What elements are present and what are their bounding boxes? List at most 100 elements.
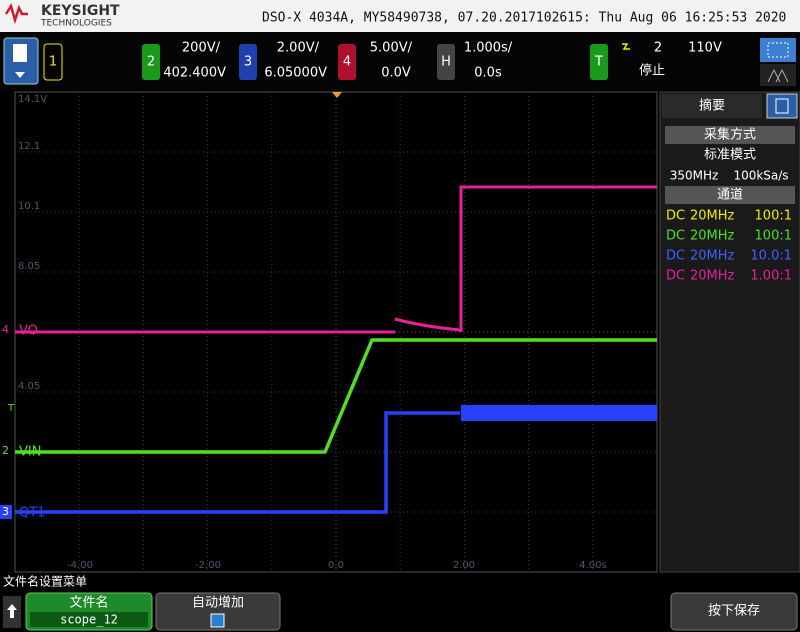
coupling: DC [666, 229, 685, 244]
horizontal-delay: 0.0s [474, 66, 502, 81]
channel-offset: 0.0V [381, 66, 411, 81]
softkey-autoincrement[interactable]: 自动增加 [155, 592, 281, 631]
probe: 100:1 [755, 209, 792, 224]
channel-number: 3 [244, 55, 252, 70]
run-status: 停止 [639, 63, 665, 79]
trigger[interactable]: T 2 110V 停止 [590, 41, 722, 81]
trigger-level: 110V [688, 41, 722, 56]
bw-limit: 20MHz [690, 269, 735, 284]
channel-scale: 2.00V/ [277, 41, 320, 56]
softkey-bg [155, 592, 281, 631]
horizontal[interactable]: H 1.000s/ 0.0s [437, 41, 513, 81]
channel-marker-bg [0, 505, 12, 519]
channel-number: 4 [343, 55, 351, 70]
menu-title: 文件名设置菜单 [3, 574, 87, 589]
trigger-box [590, 44, 608, 80]
trace-qt1 [15, 411, 460, 514]
softkey-value: scope_12 [60, 613, 118, 627]
bandwidth: 350MHz [670, 169, 719, 183]
section-title: 采集方式 [704, 127, 756, 143]
softkey-save[interactable]: 按下保存 [670, 592, 798, 631]
brand: KEYSIGHT [41, 3, 120, 19]
coupling: DC [666, 209, 685, 224]
coupling: DC [666, 269, 685, 284]
channel-scale: 5.00V/ [370, 41, 413, 56]
trigger-label: T [594, 55, 603, 70]
brand-sub: TECHNOLOGIES [40, 19, 112, 29]
header-bar [0, 0, 800, 32]
side-panel [659, 91, 800, 573]
zoom-icon [767, 42, 789, 58]
panel-icon [775, 98, 789, 114]
y-axis-label: 14.1V [18, 94, 47, 105]
toolbar [0, 32, 800, 90]
channel-box [43, 43, 63, 81]
zoom-button [760, 38, 796, 62]
y-axis-label: 12.1 [18, 141, 40, 152]
channel-offset: 402.400V [163, 66, 226, 81]
x-axis-label: -4.00 [67, 560, 93, 571]
checkbox [210, 613, 225, 628]
time-reference-marker [332, 92, 342, 98]
horizontal-box [437, 44, 455, 80]
channel-offset: 6.05000V [264, 66, 327, 81]
softkey-label: 按下保存 [708, 604, 760, 619]
x-axis-label: 4.00s [579, 560, 606, 571]
softkey-value-bg [30, 612, 148, 627]
softkey-bg [670, 592, 798, 631]
trace-vin [15, 338, 657, 454]
x-axis-label: 2.00 [453, 560, 475, 571]
x-axis-label: -2.00 [195, 560, 221, 571]
x-axis-label: 0.0 [328, 560, 344, 571]
panel-icon-button[interactable] [766, 93, 798, 119]
channel-marker: 2 [2, 444, 9, 457]
zoom-buttons[interactable] [760, 38, 796, 86]
channel-settings: DC 20MHz 100:1 DC 20MHz 100:1 DC 20MHz 1… [666, 209, 792, 284]
horizontal-label: H [441, 55, 451, 70]
measure-button [760, 64, 796, 86]
softkey-label: 文件名 [69, 595, 108, 611]
trace-label: VIN [19, 445, 41, 460]
trace-vo [15, 185, 657, 334]
bw-limit: 20MHz [690, 229, 735, 244]
menu-button[interactable] [3, 37, 39, 85]
bw-limit: 20MHz [690, 249, 735, 264]
probe: 10.0:1 [750, 249, 792, 264]
trigger-source: 2 [654, 41, 662, 56]
channel-3[interactable]: 3 2.00V/ 6.05000V [239, 41, 327, 81]
bw-limit: 20MHz [690, 209, 735, 224]
logo-mark [4, 2, 28, 25]
panel-tab[interactable] [662, 94, 762, 118]
channel-2[interactable]: 2 200V/ 402.400V [142, 41, 226, 81]
probe: 1.00:1 [750, 269, 792, 284]
y-axis-label: 10.1 [18, 201, 40, 212]
channel-marker: 4 [2, 323, 9, 336]
header-title: DSO-X 4034A, MY58490738, 07.20.201710261… [262, 11, 786, 26]
section-title: 通道 [717, 188, 743, 203]
y-axis-label: 4.05 [18, 381, 40, 392]
acq-mode: 标准模式 [704, 148, 756, 163]
panel-tab-label: 摘要 [699, 98, 725, 114]
menu-arrow [15, 72, 25, 78]
channel-box [338, 44, 356, 80]
channel-number: 1 [49, 55, 57, 70]
coupling: DC [666, 249, 685, 264]
channel-4[interactable]: 4 5.00V/ 0.0V [338, 41, 413, 81]
channel-box [239, 44, 257, 80]
measure-icon [767, 68, 789, 83]
softkey-filename[interactable]: 文件名 scope_12 [25, 592, 153, 631]
trigger-edge-icon [622, 43, 630, 50]
channel-number: 2 [147, 55, 155, 70]
channel-1[interactable]: 1 [43, 43, 63, 81]
channel-scale: 200V/ [182, 41, 221, 56]
trigger-level-marker: T [7, 403, 15, 414]
probe: 100:1 [755, 229, 792, 244]
horizontal-scale: 1.000s/ [464, 41, 513, 56]
trace-label: VO [19, 324, 38, 339]
menu-icon [13, 44, 27, 62]
sample-rate: 100kSa/s [733, 169, 788, 183]
trace-label: QT1 [19, 506, 45, 521]
back-icon [7, 604, 17, 618]
trace-qt1-noise [461, 405, 657, 421]
